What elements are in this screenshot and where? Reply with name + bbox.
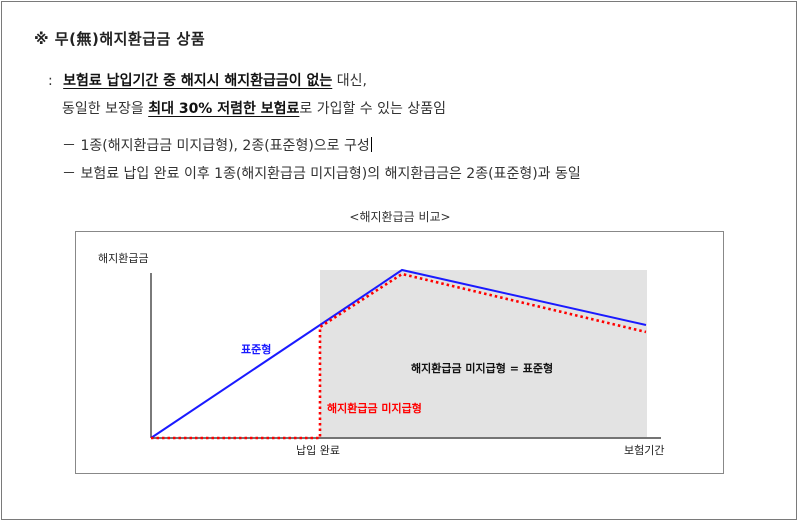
description-line-1-rest: 대신, <box>332 73 367 89</box>
shaded-region <box>320 270 647 437</box>
page-title: ※ 무(無)해지환급금 상품 <box>34 30 206 48</box>
description-highlight-2: 최대 30% 저렴한 보험료 <box>148 101 300 117</box>
description-prefix: : <box>48 73 53 89</box>
description-line-2-rest: 로 가입할 수 있는 상품임 <box>299 101 446 117</box>
text-cursor <box>370 137 372 152</box>
bullet-item-1: － 1종(해지환급금 미지급형), 2종(표준형)으로 구성 <box>62 137 372 154</box>
x-tick-label-payment-complete: 납입 완료 <box>296 444 340 457</box>
series-label-no-refund: 해지환급금 미지급형 <box>327 401 422 415</box>
series-label-standard: 표준형 <box>241 342 271 356</box>
chart-caption: <해지환급금 비교> <box>349 210 451 224</box>
chart-container: 해지환급금 보험기간 납입 완료 표준형 해지환급금 미지급형 해지환급금 미지… <box>75 231 724 474</box>
x-axis-label: 보험기간 <box>624 444 664 457</box>
description-line-1: : 보험료 납입기간 중 해지시 해지환급금이 없는 대신, <box>48 70 367 90</box>
shaded-region-label: 해지환급금 미지급형 = 표준형 <box>411 361 553 375</box>
description-highlight-1: 보험료 납입기간 중 해지시 해지환급금이 없는 <box>63 73 333 89</box>
series-line-standard <box>150 268 647 439</box>
description-line-2: 동일한 보장을 최대 30% 저렴한 보험료로 가입할 수 있는 상품임 <box>62 98 446 118</box>
surrender-value-chart: 해지환급금 보험기간 납입 완료 표준형 해지환급금 미지급형 해지환급금 미지… <box>98 251 664 457</box>
description-line-2-start: 동일한 보장을 <box>62 101 149 117</box>
y-axis-label: 해지환급금 <box>98 251 149 265</box>
bullet-item-2: － 보험료 납입 완료 이후 1종(해지환급금 미지급형)의 해지환급금은 2종… <box>62 166 581 182</box>
